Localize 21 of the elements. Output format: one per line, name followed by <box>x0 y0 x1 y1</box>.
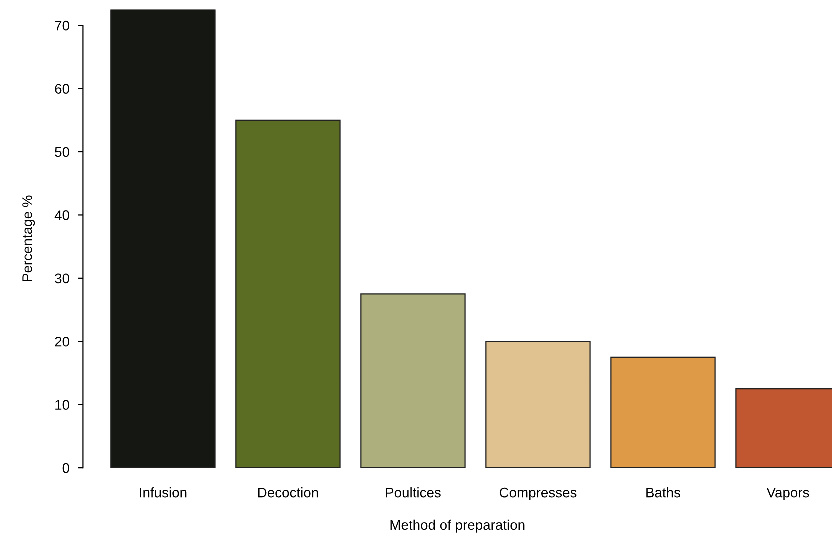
bar <box>610 356 716 468</box>
y-tick-label: 50 <box>55 147 70 158</box>
x-tick-label: Compresses <box>500 488 577 500</box>
y-tick-label: 0 <box>62 463 70 474</box>
x-tick-label: Infusion <box>140 488 187 498</box>
bar <box>236 120 341 468</box>
y-tick-label: 30 <box>55 274 70 284</box>
y-tick-label: 40 <box>54 210 70 220</box>
y-axis-title: Percentage % <box>22 196 36 282</box>
bar <box>486 341 591 468</box>
x-axis-title: Method of preparation <box>390 520 525 533</box>
y-tick-label: 70 <box>55 20 70 31</box>
bar <box>360 294 466 468</box>
x-tick-label: Decoction <box>258 488 318 498</box>
bar <box>110 10 216 468</box>
x-tick-label: Vapors <box>766 488 810 500</box>
x-tick-label: Poultices <box>386 488 441 498</box>
y-tick-label: 60 <box>55 84 70 94</box>
y-tick-label: 10 <box>56 400 70 410</box>
y-tick-label: 20 <box>55 336 70 347</box>
x-tick-label: Baths <box>646 488 680 498</box>
